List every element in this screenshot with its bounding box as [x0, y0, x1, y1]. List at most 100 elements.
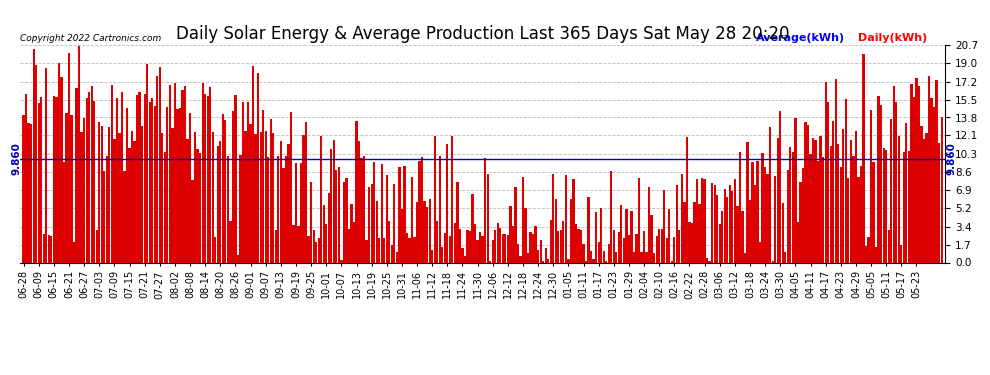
Bar [227, 156, 229, 262]
Bar [746, 142, 748, 262]
Bar [230, 222, 232, 262]
Bar [35, 65, 38, 262]
Bar [564, 175, 567, 262]
Bar [131, 131, 134, 262]
Bar [386, 176, 388, 262]
Bar [628, 235, 630, 262]
Bar [696, 179, 698, 262]
Bar [360, 158, 362, 262]
Bar [643, 231, 645, 262]
Bar [761, 153, 763, 262]
Bar [872, 162, 875, 262]
Bar [802, 168, 804, 262]
Bar [520, 256, 522, 262]
Bar [43, 234, 45, 262]
Bar [80, 132, 83, 262]
Bar [714, 185, 716, 262]
Bar [48, 235, 50, 262]
Text: Copyright 2022 Cartronics.com: Copyright 2022 Cartronics.com [20, 34, 161, 43]
Bar [65, 114, 67, 262]
Bar [542, 261, 545, 262]
Bar [141, 126, 144, 262]
Bar [618, 232, 620, 262]
Bar [151, 98, 153, 262]
Bar [600, 208, 602, 262]
Bar [274, 230, 277, 262]
Bar [776, 138, 779, 262]
Bar [368, 188, 370, 262]
Bar [737, 206, 739, 262]
Bar [456, 182, 458, 262]
Bar [378, 238, 380, 262]
Bar [194, 132, 196, 262]
Bar [678, 230, 680, 262]
Bar [554, 199, 557, 262]
Text: Daily(kWh): Daily(kWh) [857, 33, 927, 43]
Bar [648, 188, 650, 262]
Bar [484, 158, 486, 262]
Bar [57, 63, 60, 262]
Bar [572, 179, 574, 262]
Bar [693, 202, 696, 262]
Bar [235, 94, 237, 262]
Bar [297, 226, 300, 262]
Bar [933, 107, 936, 262]
Bar [212, 132, 214, 262]
Bar [124, 171, 126, 262]
Bar [352, 222, 355, 262]
Text: 9.860: 9.860 [946, 142, 956, 176]
Bar [701, 178, 703, 262]
Bar [549, 220, 551, 262]
Bar [908, 151, 910, 262]
Bar [794, 118, 797, 262]
Bar [673, 237, 675, 262]
Bar [605, 261, 607, 262]
Bar [347, 229, 350, 262]
Bar [916, 78, 918, 262]
Bar [787, 170, 789, 262]
Bar [134, 141, 136, 262]
Bar [598, 242, 600, 262]
Bar [442, 247, 444, 262]
Bar [196, 150, 199, 262]
Bar [108, 127, 111, 262]
Bar [706, 258, 708, 262]
Bar [552, 174, 554, 262]
Bar [729, 185, 731, 262]
Bar [835, 80, 837, 262]
Bar [704, 179, 706, 262]
Bar [504, 234, 507, 262]
Bar [466, 230, 468, 262]
Bar [163, 152, 166, 262]
Bar [820, 136, 822, 262]
Bar [408, 238, 411, 262]
Bar [547, 259, 549, 262]
Bar [849, 140, 852, 262]
Bar [623, 238, 625, 262]
Bar [23, 115, 25, 262]
Bar [582, 244, 585, 262]
Bar [285, 156, 287, 262]
Bar [471, 194, 473, 262]
Bar [476, 240, 479, 262]
Bar [522, 177, 524, 262]
Bar [532, 234, 535, 262]
Bar [436, 220, 439, 262]
Bar [393, 184, 395, 262]
Bar [658, 229, 660, 262]
Bar [751, 162, 753, 262]
Bar [252, 66, 254, 262]
Bar [530, 232, 532, 262]
Bar [148, 102, 150, 262]
Bar [514, 187, 517, 262]
Bar [237, 255, 240, 262]
Bar [840, 166, 842, 262]
Bar [557, 231, 559, 262]
Bar [610, 171, 613, 262]
Bar [792, 152, 794, 262]
Bar [434, 136, 436, 262]
Bar [46, 68, 48, 262]
Bar [577, 230, 579, 262]
Bar [444, 233, 446, 262]
Bar [83, 118, 85, 262]
